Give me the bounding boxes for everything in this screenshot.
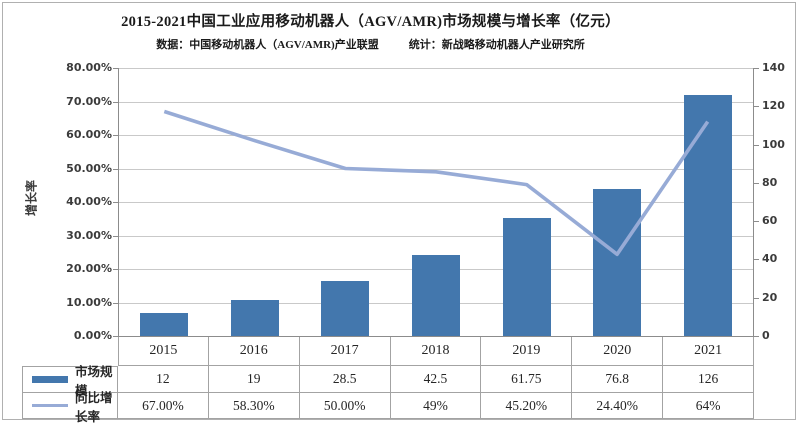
chart-subtitle: 数据：中国移动机器人（AGV/AMR)产业联盟 统计：新战略移动机器人产业研究所: [3, 36, 738, 52]
market-size-bar: [140, 313, 189, 336]
left-axis-tick-mark: [113, 235, 118, 237]
year-cell: 2018: [390, 337, 482, 366]
left-axis-tick: 40.00%: [66, 195, 112, 208]
left-axis-tick-mark: [113, 336, 118, 337]
left-axis-tick-mark: [113, 269, 118, 270]
right-axis-tick: 120: [762, 99, 785, 113]
right-axis-tick-mark: [754, 297, 759, 299]
gridline: [119, 168, 753, 170]
left-axis-tick-mark: [113, 202, 118, 203]
legend-label: 同比增长率: [75, 390, 113, 424]
growth-line: [163, 109, 710, 257]
left-axis-tick: 60.00%: [66, 128, 112, 141]
line-legend-icon: [32, 404, 68, 407]
right-axis-tick: 40: [762, 252, 778, 266]
market-size-bar: [321, 281, 370, 336]
right-axis-tick: 20: [762, 290, 778, 304]
year-cell: 2020: [572, 337, 664, 366]
value-cell: 64%: [663, 393, 754, 419]
year-cell: 2017: [299, 337, 391, 366]
market-size-bar: [593, 188, 642, 336]
right-axis-tick-mark: [754, 221, 759, 223]
bar-legend-icon: [32, 376, 68, 383]
value-cell: 67.00%: [118, 393, 209, 419]
market-size-bar: [230, 299, 279, 336]
left-axis-tick: 70.00%: [66, 94, 112, 108]
data-table: 2015 2016 2017 2018 2019 2020 2021 市场规模 12 19 28.5…: [22, 337, 754, 424]
legend-cell: 同比增长率: [22, 391, 118, 424]
statistics-label: 统计：新战略移动机器人产业研究所: [408, 39, 585, 51]
value-cell: 76.8: [572, 366, 664, 393]
value-cell: 45.20%: [481, 393, 573, 419]
left-axis-tick: 80.00%: [66, 61, 112, 74]
left-axis-tick-mark: [113, 68, 118, 69]
right-axis-tick: 0: [762, 329, 770, 342]
right-axis-tick-mark: [754, 68, 759, 69]
gridline: [119, 202, 753, 203]
left-axis-tick-mark: [113, 168, 118, 170]
left-axis-tick: 20.00%: [66, 262, 112, 275]
gridline: [119, 68, 753, 69]
left-axis-tick-mark: [113, 101, 118, 103]
data-source-label: 数据：中国移动机器人（AGV/AMR)产业联盟: [156, 39, 379, 51]
value-cell: 50.00%: [299, 393, 391, 419]
value-cell: 126: [663, 366, 754, 393]
right-axis-tick-mark: [754, 144, 759, 146]
year-cell: 2021: [663, 337, 754, 366]
chart-title: 2015-2021中国工业应用移动机器人（AGV/AMR)市场规模与增长率（亿元…: [121, 14, 620, 30]
plot-area: [118, 68, 754, 337]
gridline: [119, 235, 753, 237]
left-axis-tick: 30.00%: [66, 228, 112, 242]
year-cell: 2016: [208, 337, 300, 366]
value-cell: 42.5: [390, 366, 482, 393]
right-axis-tick-mark: [754, 106, 759, 108]
growth-line-path: [163, 109, 710, 257]
market-size-bar: [502, 217, 551, 336]
left-axis-tick: 50.00%: [66, 161, 112, 175]
value-cell: 61.75: [481, 366, 573, 393]
left-axis-tick: 0.00%: [73, 329, 112, 342]
legend-cell: 市场规模: [22, 365, 118, 398]
right-axis-tick: 140: [762, 61, 785, 74]
value-cell: 24.40%: [572, 393, 664, 419]
legend-label: 市场规模: [75, 364, 113, 398]
value-cell: 19: [208, 366, 300, 393]
year-cell: 2019: [481, 337, 573, 366]
right-axis-tick: 100: [762, 137, 785, 151]
left-axis-tick: 10.00%: [66, 295, 112, 309]
value-cell: 58.30%: [208, 393, 300, 419]
right-axis-tick: 60: [762, 214, 778, 228]
gridline: [119, 135, 753, 136]
value-cell: 28.5: [299, 366, 391, 393]
right-axis-tick-mark: [754, 259, 759, 261]
right-axis-tick: 80: [762, 175, 778, 189]
market-size-bar: [683, 94, 732, 336]
year-cell: 2015: [118, 337, 209, 366]
value-cell: 49%: [390, 393, 482, 419]
value-cell: 12: [118, 366, 209, 393]
left-axis-tick-mark: [113, 302, 118, 304]
left-axis-tick-mark: [113, 135, 118, 136]
market-size-bar: [412, 254, 460, 336]
right-axis-tick-mark: [754, 336, 759, 337]
gridline: [119, 101, 753, 103]
right-axis-tick-mark: [754, 182, 759, 184]
